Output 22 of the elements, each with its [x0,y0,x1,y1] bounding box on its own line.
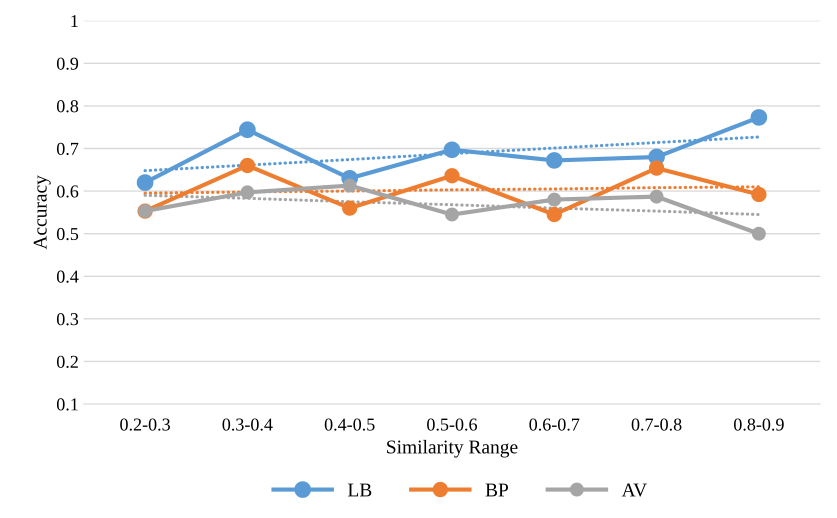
x-tick-label: 0.8-0.9 [734,418,784,431]
legend-label: LB [348,484,372,496]
y-tick-label: 0.6 [56,185,78,198]
y-tick-label: 0.2 [56,356,78,368]
y-tick-label: 0.4 [56,270,79,283]
legend-label: AV [622,484,647,497]
x-tick-label: 0.7-0.8 [632,418,682,431]
legend-label: BP [486,484,508,496]
y-tick-label: 0.3 [56,313,78,326]
x-tick-label: 0.2-0.3 [120,418,170,431]
y-tick-label: 1 [71,15,78,27]
y-tick-label: 0.7 [56,142,78,156]
y-tick-label: 0.1 [56,398,78,411]
x-tick-label: 0.5-0.6 [427,418,478,431]
y-tick-label: 0.9 [56,58,78,70]
y-tick-label: 0.5 [56,228,78,240]
y-tick-label: 0.8 [56,100,78,112]
x-tick-label: 0.6-0.7 [529,418,580,431]
y-axis-title: Accuracy [34,175,51,250]
x-axis-title: Similarity Range [387,440,518,458]
x-tick-label: 0.4-0.5 [324,418,375,431]
x-tick-label: 0.3-0.4 [222,418,273,431]
